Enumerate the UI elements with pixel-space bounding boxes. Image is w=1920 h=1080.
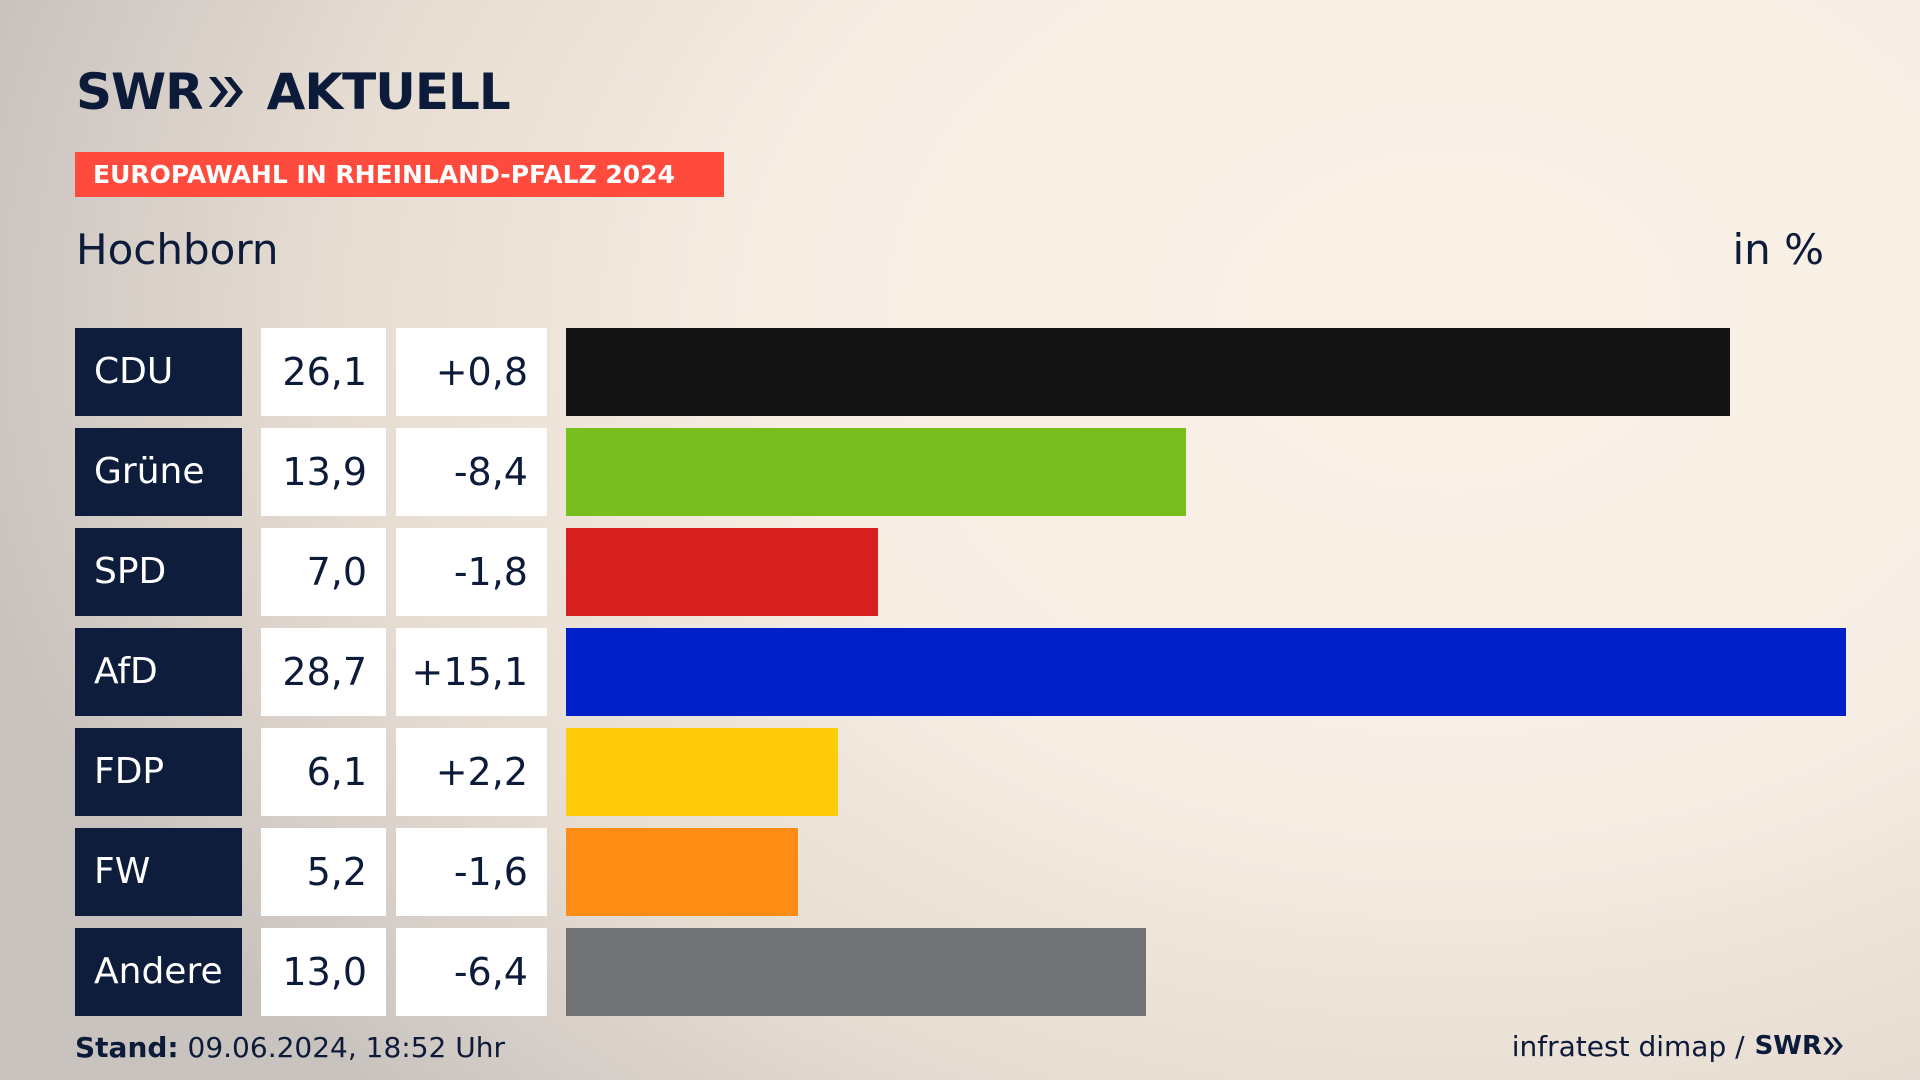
vote-change-value: -8,4 <box>396 428 547 516</box>
party-label: FW <box>75 828 242 916</box>
vote-share-value: 26,1 <box>261 328 386 416</box>
chart-row: SPD 7,0 -1,8 <box>0 528 1920 616</box>
result-bar <box>566 628 1846 716</box>
chart-row: AfD 28,7 +15,1 <box>0 628 1920 716</box>
election-headline-banner: EUROPAWAHL IN RHEINLAND-PFALZ 2024 <box>75 152 724 197</box>
timestamp: Stand: 09.06.2024, 18:52 Uhr <box>75 1028 505 1068</box>
result-bar <box>566 928 1146 1016</box>
result-bar <box>566 328 1730 416</box>
vote-share-value: 13,0 <box>261 928 386 1016</box>
party-label: SPD <box>75 528 242 616</box>
vote-share-value: 28,7 <box>261 628 386 716</box>
chart-row: Andere 13,0 -6,4 <box>0 928 1920 1016</box>
party-label: Andere <box>75 928 242 1016</box>
logo-swr-text: SWR <box>76 63 204 121</box>
double-chevron-icon <box>207 75 245 109</box>
election-headline-text: EUROPAWAHL IN RHEINLAND-PFALZ 2024 <box>93 160 675 189</box>
vote-change-value: +2,2 <box>396 728 547 816</box>
vote-change-value: -6,4 <box>396 928 547 1016</box>
vote-change-value: +15,1 <box>396 628 547 716</box>
chart-row: FW 5,2 -1,6 <box>0 828 1920 916</box>
vote-share-value: 5,2 <box>261 828 386 916</box>
party-label: AfD <box>75 628 242 716</box>
party-label: FDP <box>75 728 242 816</box>
mini-double-chevron-icon <box>1823 1037 1843 1055</box>
vote-change-value: -1,8 <box>396 528 547 616</box>
swr-aktuell-logo: SWR AKTUELL <box>76 62 511 122</box>
vote-share-value: 6,1 <box>261 728 386 816</box>
logo-aktuell-text: AKTUELL <box>266 63 511 121</box>
stand-label: Stand: <box>75 1031 179 1064</box>
vote-share-value: 13,9 <box>261 428 386 516</box>
chart-row: FDP 6,1 +2,2 <box>0 728 1920 816</box>
source-text: infratest dimap / <box>1511 1029 1745 1063</box>
region-title: Hochborn <box>76 225 279 274</box>
result-bar <box>566 428 1186 516</box>
party-label: Grüne <box>75 428 242 516</box>
vote-change-value: +0,8 <box>396 328 547 416</box>
result-bar <box>566 828 798 916</box>
chart-row: Grüne 13,9 -8,4 <box>0 428 1920 516</box>
stand-value: 09.06.2024, 18:52 Uhr <box>187 1031 505 1064</box>
chart-row: CDU 26,1 +0,8 <box>0 328 1920 416</box>
swr-mini-logo: SWR <box>1755 1031 1844 1061</box>
mini-logo-text: SWR <box>1754 1031 1822 1061</box>
party-label: CDU <box>75 328 242 416</box>
unit-label: in % <box>1732 225 1824 274</box>
vote-change-value: -1,6 <box>396 828 547 916</box>
vote-share-value: 7,0 <box>261 528 386 616</box>
result-bar <box>566 728 838 816</box>
source-credit: infratest dimap / SWR <box>1512 1026 1844 1066</box>
result-bar <box>566 528 878 616</box>
